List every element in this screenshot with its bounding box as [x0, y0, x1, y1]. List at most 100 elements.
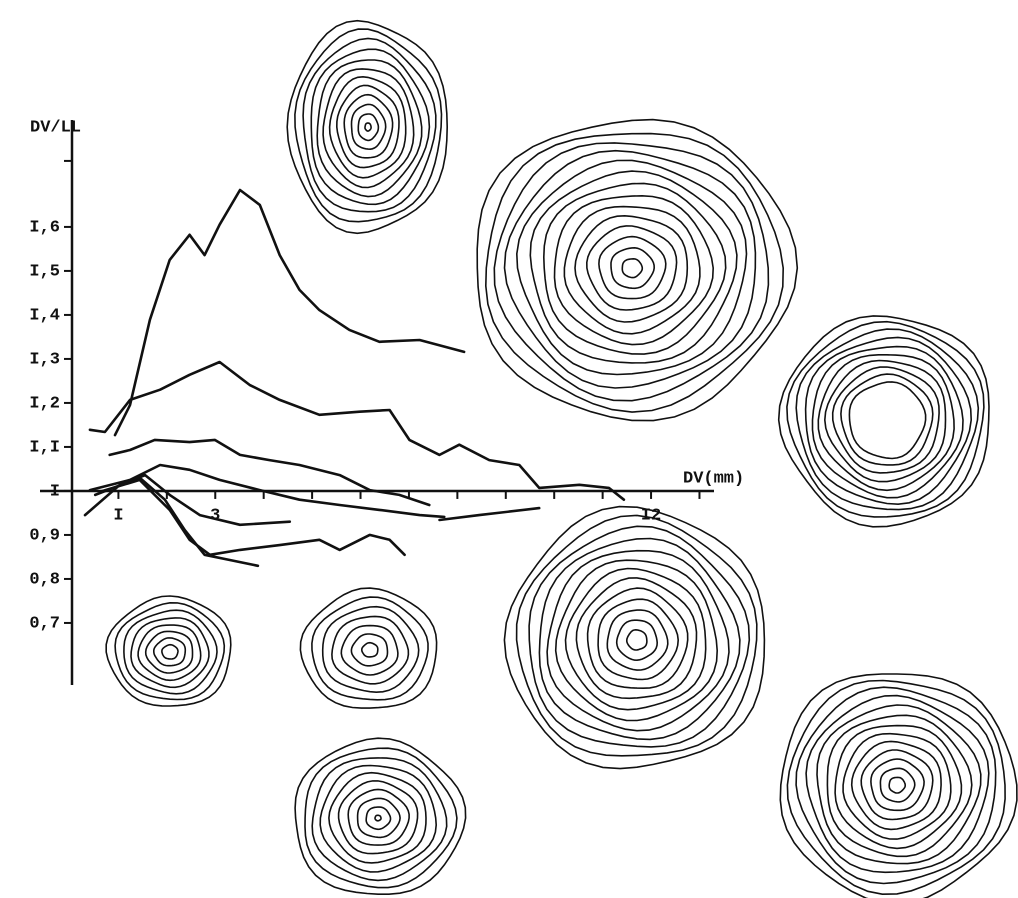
- tree-ring: [503, 149, 757, 389]
- data-line: [108, 438, 431, 507]
- tree-ring: [331, 615, 410, 685]
- tree-ring: [777, 315, 990, 528]
- tree-ring: [365, 806, 392, 831]
- tree-ring: [598, 235, 667, 300]
- tree-ring: [606, 609, 669, 671]
- y-tick-label: I,5: [29, 262, 60, 281]
- tree-ring: [804, 336, 973, 506]
- tree-ring-drawings: [105, 19, 1018, 898]
- tree-ring: [357, 113, 380, 142]
- tree-ring: [144, 630, 194, 674]
- x-tick-label: I2: [641, 506, 661, 525]
- tree-ring: [137, 624, 202, 682]
- tree-ring: [493, 142, 770, 402]
- tree-ring: [294, 28, 443, 223]
- tree-ring: [356, 797, 401, 839]
- tree-ring: [621, 257, 644, 279]
- tree-ring: [302, 37, 437, 213]
- tree-ring: [795, 686, 997, 885]
- tree-ring: [586, 587, 689, 690]
- tree-ring: [350, 103, 387, 151]
- y-tick-label: I,4: [29, 306, 60, 325]
- tree-ring: [834, 724, 963, 850]
- tree-ring: [826, 714, 973, 858]
- tree-ring: [615, 619, 659, 662]
- tree-ring: [850, 740, 942, 831]
- tree-ring: [823, 359, 947, 483]
- tree-ring: [340, 624, 399, 676]
- tree-ring: [515, 159, 748, 376]
- tree-ring: [574, 214, 689, 323]
- y-tick-label: I,3: [29, 350, 60, 369]
- tree-ring: [337, 780, 419, 855]
- tree-ring: [779, 673, 1018, 898]
- tree-ring: [811, 345, 964, 499]
- tree-ring: [848, 381, 927, 460]
- tree-ring: [311, 596, 429, 701]
- tree-ring: [879, 767, 916, 803]
- tree-ring: [286, 19, 449, 235]
- tree-ring: [817, 354, 955, 492]
- data-line: [83, 473, 292, 527]
- tree-ring: [476, 118, 799, 422]
- tree-ring: [795, 328, 980, 511]
- tree-ring: [597, 598, 680, 681]
- tree-ring: [328, 771, 427, 864]
- tree-ring: [538, 537, 741, 741]
- y-tick-label: I,I: [29, 438, 60, 457]
- tree-ring: [842, 732, 952, 840]
- tree-ring: [347, 788, 410, 846]
- y-tick-label: 0,9: [29, 526, 60, 545]
- tree-ring: [310, 48, 431, 206]
- tree-ring: [161, 643, 179, 660]
- tree-ring: [328, 75, 407, 179]
- tree-ring: [585, 225, 678, 311]
- tree-ring: [304, 747, 458, 889]
- tree-ring: [575, 577, 698, 700]
- tree-ring: [316, 59, 423, 198]
- data-line: [88, 360, 626, 501]
- data-line: [88, 463, 446, 519]
- tree-ring: [350, 633, 389, 667]
- tree-ring: [563, 205, 701, 335]
- tree-ring: [888, 776, 906, 794]
- y-tick-label: I,2: [29, 394, 60, 413]
- tree-ring: [294, 737, 467, 895]
- y-tick-label: 0,7: [29, 614, 60, 633]
- tree-ring: [553, 194, 715, 346]
- tree-ring: [322, 68, 415, 189]
- x-tick-label: 3: [210, 506, 220, 525]
- tree-ring: [299, 587, 438, 709]
- data-line: [438, 506, 541, 522]
- tree-ring: [321, 605, 420, 694]
- tree-ring: [319, 764, 438, 873]
- tree-ring: [546, 549, 730, 732]
- data-line: [113, 188, 466, 437]
- tree-ring: [361, 641, 379, 658]
- tree-ring: [529, 170, 738, 364]
- tree-ring: [840, 373, 934, 466]
- tree-ring: [153, 637, 187, 667]
- tree-ring: [831, 366, 940, 474]
- y-axis-label: DV/LL: [30, 118, 81, 137]
- tree-ring: [105, 595, 232, 707]
- tree-ring: [610, 246, 656, 290]
- tree-ring: [564, 567, 707, 711]
- tree-ring: [130, 617, 210, 689]
- tree-ring: [860, 749, 934, 821]
- tree-ring: [816, 704, 982, 865]
- tree-ring: [335, 84, 400, 169]
- tree-ring: [114, 601, 226, 701]
- tree-ring: [364, 122, 372, 132]
- tree-ring: [123, 609, 218, 695]
- data-line: [98, 478, 406, 557]
- tree-ring: [311, 757, 448, 882]
- tree-ring: [503, 505, 766, 770]
- tree-ring: [542, 182, 727, 355]
- x-axis-label: DV(mm): [683, 469, 744, 488]
- tree-ring: [343, 93, 394, 159]
- tree-ring: [554, 559, 719, 722]
- tree-ring: [374, 814, 382, 822]
- tree-ring: [870, 758, 925, 812]
